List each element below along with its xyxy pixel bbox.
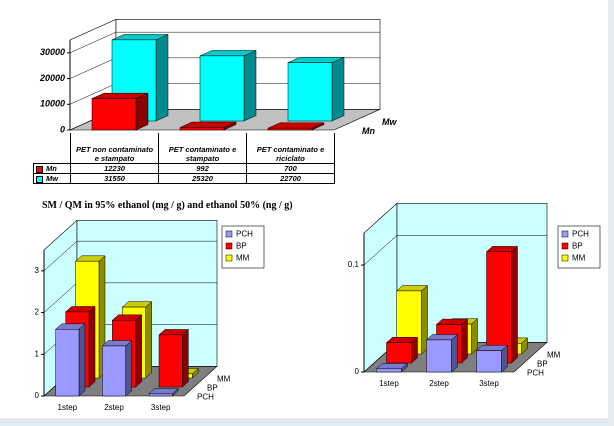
bar (376, 368, 402, 373)
legend-swatch (225, 254, 233, 262)
series-name: Mn (46, 164, 57, 173)
depth-label: Mw (382, 117, 397, 127)
bar-side (331, 56, 345, 122)
grid-line (363, 235, 547, 266)
legend-label: MM (236, 254, 250, 263)
series-name: Mw (46, 174, 59, 183)
depth-label: MM (547, 351, 561, 360)
bar (158, 334, 183, 388)
grid-line (43, 240, 217, 272)
category-label: PET contaminato e riciclato (246, 133, 335, 164)
bar-side (511, 245, 518, 364)
table-row: Mn 12230 992 700 (33, 163, 335, 174)
legend-label: BP (236, 242, 247, 251)
y-tick-label: 3 (35, 266, 40, 275)
bar-side (125, 339, 132, 397)
bar-side (182, 328, 189, 388)
bar-side (243, 50, 257, 122)
bar (426, 339, 452, 373)
depth-label: PCH (527, 369, 544, 378)
bar (179, 127, 225, 131)
legend-label: BP (572, 242, 583, 251)
depth-label: Mn (362, 126, 375, 136)
bar-side (155, 34, 169, 122)
legend-label: PCH (236, 230, 253, 239)
series-key: Mw (33, 173, 71, 184)
table-value: 12230 (70, 163, 159, 174)
y-tick-label: 0 (60, 124, 65, 134)
x-tick-label: 2step (429, 379, 449, 388)
depth-label: MM (217, 375, 231, 384)
legend-swatch (561, 242, 569, 250)
category-label: PET contaminato e stampato (158, 133, 247, 164)
x-tick-label: 1step (379, 379, 399, 388)
bar (486, 251, 512, 364)
y-tick-label: 30000 (40, 47, 65, 57)
table-header: PET non contaminato e stampato PET contam… (34, 133, 335, 164)
y-tick-label: 0.1 (348, 260, 360, 269)
bar-side (451, 333, 458, 373)
grid-line (69, 31, 380, 54)
legend-swatch (36, 175, 43, 183)
y-tick-label: 1 (35, 349, 40, 358)
bar (476, 350, 502, 373)
legend-swatch (225, 242, 233, 250)
bar (148, 393, 173, 397)
depth-label: BP (207, 384, 218, 393)
bar (267, 127, 313, 131)
table-corner (34, 133, 71, 164)
table-value: 25320 (158, 173, 247, 184)
bar (386, 342, 412, 364)
x-tick-label: 3step (479, 379, 499, 388)
y-tick-label: 0 (355, 367, 360, 376)
legend-label: MM (572, 254, 586, 263)
y-tick-label: 0 (35, 391, 40, 400)
bar-side (145, 301, 152, 379)
x-tick-label: 1step (58, 403, 78, 412)
table-value: 22700 (246, 173, 335, 184)
legend-swatch (561, 230, 569, 238)
depth-label: PCH (197, 393, 214, 402)
category-label: PET non contaminato e stampato (70, 133, 159, 164)
bar-side (135, 92, 149, 131)
bar (91, 98, 137, 131)
legend-swatch (561, 254, 569, 262)
series-key: Mn (33, 163, 71, 174)
bar-side (78, 323, 86, 397)
depth-label: BP (537, 360, 548, 369)
table-value: 992 (158, 163, 247, 174)
bar-side (135, 314, 142, 388)
legend-label: PCH (572, 230, 589, 239)
y-tick-label: 2 (35, 308, 40, 317)
bar (55, 329, 80, 397)
bar (287, 62, 333, 122)
legend-swatch (36, 165, 43, 173)
table-value: 31550 (70, 173, 159, 184)
bar-side (471, 318, 478, 355)
x-tick-label: 2step (104, 403, 124, 412)
table-row: Mw 31550 25320 22700 (33, 173, 335, 184)
page: 0 10000 20000 30000 Mw Mn 0 1 2 3 MM BP PCH 1step 2ste… (0, 0, 608, 418)
y-tick-label: 20000 (39, 73, 65, 83)
legend-swatch (225, 230, 233, 238)
data-table: PET non contaminato e stampato PET contam… (33, 133, 335, 184)
bar-side (461, 318, 468, 364)
caption: SM / QM in 95% ethanol (mg / g) and etha… (42, 200, 293, 211)
y-tick-label: 10000 (40, 99, 65, 109)
x-tick-label: 3step (151, 403, 171, 412)
bar-side (88, 305, 96, 388)
table-value: 700 (246, 163, 335, 174)
bar (102, 345, 126, 397)
bar (199, 55, 245, 122)
